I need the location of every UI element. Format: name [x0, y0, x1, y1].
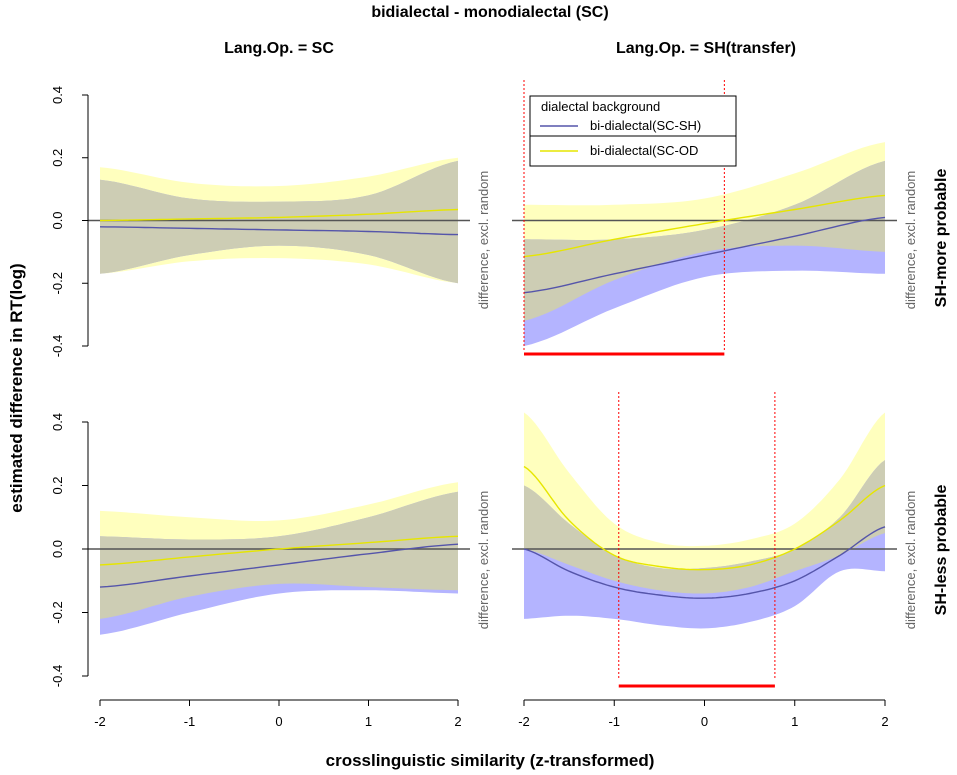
legend: dialectal background bi-dialectal(SC-SH)…	[529, 95, 737, 167]
y-tick-label: 0.2	[50, 476, 65, 494]
y-tick-label: 0.4	[50, 413, 65, 431]
line-blue	[523, 216, 886, 294]
panel-plot-area	[512, 412, 897, 629]
x-tick-label: -1	[608, 714, 620, 729]
y-tick-label: 0.4	[50, 86, 65, 104]
x-tick-label: -1	[184, 714, 196, 729]
legend-label-blue: bi-dialectal(SC-SH)	[590, 118, 701, 133]
y-tick-label: -0.2	[50, 272, 65, 294]
panel-bottom-right: -2 -1 0 1 2 difference, excl. random	[512, 392, 918, 729]
x-tick-label: 2	[454, 714, 461, 729]
line-yellow	[99, 535, 459, 566]
panel-top-left: -0.4 -0.2 0.0 0.2 0.4 difference, excl. rando…	[50, 86, 491, 357]
y-tick-label: -0.4	[50, 665, 65, 687]
side-label: difference, excl. random	[476, 171, 491, 310]
x-tick-label: -2	[94, 714, 106, 729]
side-label: difference, excl. random	[903, 171, 918, 310]
line-yellow	[523, 465, 886, 571]
column-title-right: Lang.Op. = SH(transfer)	[616, 40, 796, 57]
legend-box	[529, 95, 737, 167]
column-title-left: Lang.Op. = SC	[224, 40, 334, 57]
row-title-top: SH-more probable	[933, 169, 950, 308]
y-tick-label: -0.2	[50, 601, 65, 623]
legend-title: dialectal background	[541, 99, 660, 114]
panels: -0.4 -0.2 0.0 0.2 0.4 difference, excl. rando…	[50, 80, 918, 729]
panel-top-right: difference, excl. random	[512, 80, 918, 356]
x-tick-label: 0	[701, 714, 708, 729]
y-tick-label: -0.4	[50, 335, 65, 357]
panel-plot-area	[512, 142, 897, 346]
panel-plot-area	[88, 157, 470, 284]
x-tick-label: 1	[791, 714, 798, 729]
y-tick-label: 0.0	[50, 211, 65, 229]
line-yellow	[523, 194, 886, 258]
row-title-bottom: SH-less probable	[933, 485, 950, 616]
panel-bottom-left: -0.4 -0.2 0.0 0.2 0.4 -2 -1 0 1 2 difference, excl…	[50, 413, 491, 729]
x-tick-label: 0	[275, 714, 282, 729]
x-axis-label: crosslinguistic similarity (z-transforme…	[326, 751, 655, 770]
panel-plot-area	[88, 482, 470, 635]
chart-title: bidialectal - monodialectal (SC)	[371, 4, 608, 21]
y-tick-label: 0.0	[50, 540, 65, 558]
y-axis-label: estimated difference in RT(log)	[7, 263, 26, 512]
side-label: difference, excl. random	[476, 491, 491, 630]
y-tick-label: 0.2	[50, 149, 65, 167]
x-tick-label: 1	[365, 714, 372, 729]
line-yellow	[99, 208, 459, 222]
legend-label-yellow: bi-dialectal(SC-OD	[590, 143, 698, 158]
line-blue	[99, 226, 459, 236]
x-tick-label: 2	[881, 714, 888, 729]
line-blue	[99, 543, 459, 588]
x-tick-label: -2	[518, 714, 530, 729]
line-blue	[523, 526, 886, 599]
side-label: difference, excl. random	[903, 491, 918, 630]
